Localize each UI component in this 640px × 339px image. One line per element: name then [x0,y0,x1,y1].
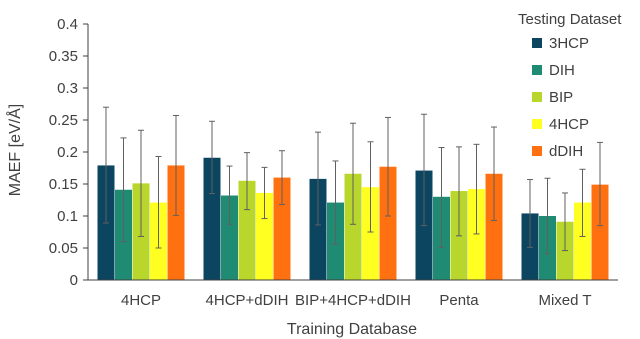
legend-swatch [532,119,542,129]
y-axis-title: MAEF [eV/Å] [5,104,24,196]
legend-label: 4HCP [549,116,589,133]
bar [591,184,609,280]
bar [468,189,485,280]
bar [379,166,397,280]
legend-swatch [532,146,542,156]
bar-groups [97,106,609,280]
bar [221,195,238,280]
legend-label: DIH [549,62,575,79]
legend: 3HCP DIH BIP 4HCP dDIH [532,35,589,160]
bar-group [97,106,185,280]
bar [167,165,185,280]
x-axis: 4HCP 4HCP+dDIH BIP+4HCP+dDIH Penta Mixed T [88,279,618,309]
y-tick-label: 0.1 [57,208,78,225]
bar-group [415,113,503,280]
bar [203,157,221,280]
bar [256,192,273,280]
bar [485,173,503,280]
legend-label: 3HCP [549,35,589,52]
legend-title: Testing Dataset [518,11,622,28]
y-tick-label: 0.3 [57,80,78,97]
y-tick-label: 0 [70,272,78,289]
y-tick-label: 0.4 [57,16,78,33]
legend-label: BIP [549,89,573,106]
y-tick-label: 0.2 [57,144,78,161]
bar [238,180,256,280]
bar [344,173,362,280]
legend-swatch [532,38,542,48]
bar-group [521,141,609,280]
x-axis-title: Training Database [287,321,417,338]
x-category-label: 4HCP+dDIH [206,292,289,309]
legend-label: dDIH [549,143,583,160]
legend-swatch [532,65,542,75]
bar-group [203,120,291,280]
x-category-label: BIP+4HCP+dDIH [295,292,411,309]
y-tick-label: 0.15 [49,176,78,193]
x-category-label: Mixed T [538,292,591,309]
bar [309,178,327,280]
x-category-label: Penta [439,292,479,309]
bar-group [309,116,397,280]
legend-swatch [532,92,542,102]
y-tick-label: 0.05 [49,240,78,257]
bar [574,202,591,280]
y-tick-label: 0.35 [49,48,78,65]
bar [273,177,291,280]
y-axis: 0 0.05 0.1 0.15 0.2 0.25 0.3 0.35 0.4 [49,16,89,289]
y-tick-label: 0.25 [49,112,78,129]
bar [362,187,379,280]
x-category-label: 4HCP [121,292,161,309]
